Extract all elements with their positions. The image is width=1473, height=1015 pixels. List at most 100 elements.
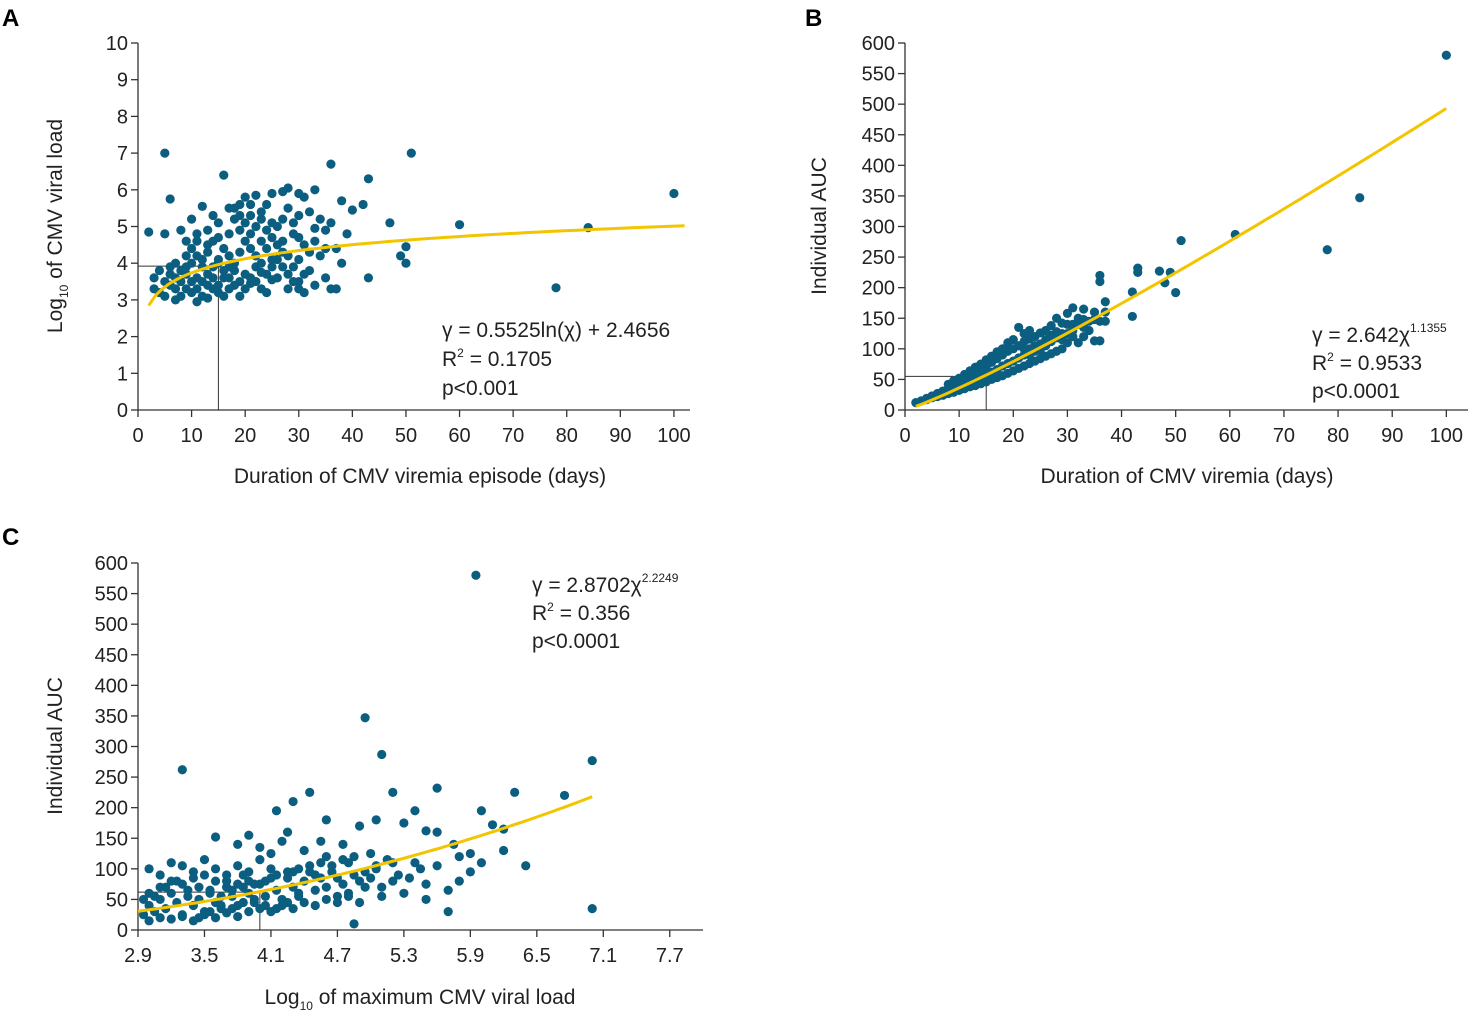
data-point xyxy=(283,269,293,279)
data-point xyxy=(256,258,266,268)
data-point xyxy=(235,247,245,257)
data-point xyxy=(192,284,202,294)
data-point xyxy=(305,787,315,797)
data-point xyxy=(415,864,426,874)
data-point xyxy=(205,888,215,898)
data-point xyxy=(203,247,213,257)
data-point xyxy=(1014,322,1024,333)
y-tick-label: 6 xyxy=(117,180,128,202)
data-point xyxy=(299,269,309,279)
data-point xyxy=(1051,313,1062,323)
x-tick-label: 0 xyxy=(899,425,910,447)
data-point xyxy=(363,273,374,283)
y-tick-label: 100 xyxy=(862,339,895,361)
data-point xyxy=(310,885,320,895)
data-point xyxy=(1100,297,1110,307)
x-tick-label: 2.9 xyxy=(124,945,152,967)
data-point xyxy=(321,815,331,825)
data-point xyxy=(144,916,154,926)
data-point xyxy=(210,864,221,874)
x-tick-label: 6.5 xyxy=(523,945,551,967)
data-point xyxy=(521,861,531,871)
data-point xyxy=(213,218,223,228)
data-point xyxy=(1073,338,1083,348)
data-point xyxy=(299,287,309,298)
data-point xyxy=(354,897,365,908)
data-point xyxy=(360,713,370,723)
x-tick-label: 5.9 xyxy=(456,945,484,967)
data-point xyxy=(208,210,218,221)
data-point xyxy=(1095,336,1105,346)
data-point xyxy=(1003,338,1013,348)
y-tick-label: 7 xyxy=(117,143,128,165)
fit-equation: γ = 2.8702χ2.2249 xyxy=(532,571,679,597)
data-point xyxy=(1079,304,1089,314)
data-point xyxy=(249,894,259,905)
data-point xyxy=(186,276,197,287)
data-point xyxy=(393,870,403,880)
data-point xyxy=(255,855,265,865)
data-point xyxy=(406,148,416,158)
data-point xyxy=(1127,311,1137,322)
data-point xyxy=(197,254,207,265)
data-point xyxy=(342,229,352,239)
y-tick-label: 250 xyxy=(95,767,128,789)
data-point xyxy=(224,229,234,239)
data-point xyxy=(245,210,256,221)
data-point xyxy=(210,876,221,886)
data-point xyxy=(213,280,223,290)
y-tick-label: 350 xyxy=(95,706,128,728)
data-point xyxy=(177,765,187,775)
data-point xyxy=(278,262,288,272)
data-point xyxy=(262,225,272,235)
data-point xyxy=(331,284,341,294)
data-point xyxy=(251,221,261,232)
data-point xyxy=(213,287,223,298)
y-tick-label: 3 xyxy=(117,290,128,312)
data-point xyxy=(186,214,197,224)
data-point xyxy=(587,903,597,914)
data-point xyxy=(337,258,347,268)
data-point xyxy=(399,888,409,898)
data-point xyxy=(1127,287,1137,297)
data-point xyxy=(288,262,299,272)
data-point xyxy=(354,821,365,831)
data-point xyxy=(1089,307,1100,317)
data-point xyxy=(149,273,159,283)
data-point xyxy=(316,858,326,868)
panel-label: A xyxy=(2,5,19,32)
x-axis-label: Duration of CMV viremia (days) xyxy=(1041,465,1334,488)
data-point xyxy=(310,280,320,290)
data-point xyxy=(235,276,245,287)
x-tick-label: 20 xyxy=(234,425,256,447)
data-point xyxy=(421,826,431,836)
data-point xyxy=(233,911,243,922)
data-point xyxy=(238,882,248,892)
data-point xyxy=(256,236,266,246)
x-axis-label: Log10 of maximum CMV viral load xyxy=(265,986,576,1013)
fit-equation: γ = 0.5525ln(χ) + 2.4656 xyxy=(442,319,670,342)
data-point xyxy=(471,570,481,580)
data-point xyxy=(343,891,354,901)
data-point xyxy=(396,251,406,261)
data-point xyxy=(267,262,277,272)
x-tick-label: 4.1 xyxy=(257,945,285,967)
data-point xyxy=(338,879,348,889)
y-tick-label: 550 xyxy=(95,584,128,606)
data-point xyxy=(338,839,348,849)
data-point xyxy=(363,174,374,184)
data-point xyxy=(399,818,409,828)
data-point xyxy=(404,873,415,883)
data-point xyxy=(219,170,229,180)
data-point xyxy=(224,284,234,294)
data-point xyxy=(271,806,282,816)
data-point xyxy=(349,852,359,862)
y-tick-label: 100 xyxy=(95,859,128,881)
data-point xyxy=(305,867,315,877)
data-point xyxy=(210,913,221,923)
data-point xyxy=(510,787,520,797)
data-point xyxy=(377,891,387,901)
data-point xyxy=(310,185,320,195)
data-point xyxy=(299,897,309,908)
data-point xyxy=(165,262,175,272)
